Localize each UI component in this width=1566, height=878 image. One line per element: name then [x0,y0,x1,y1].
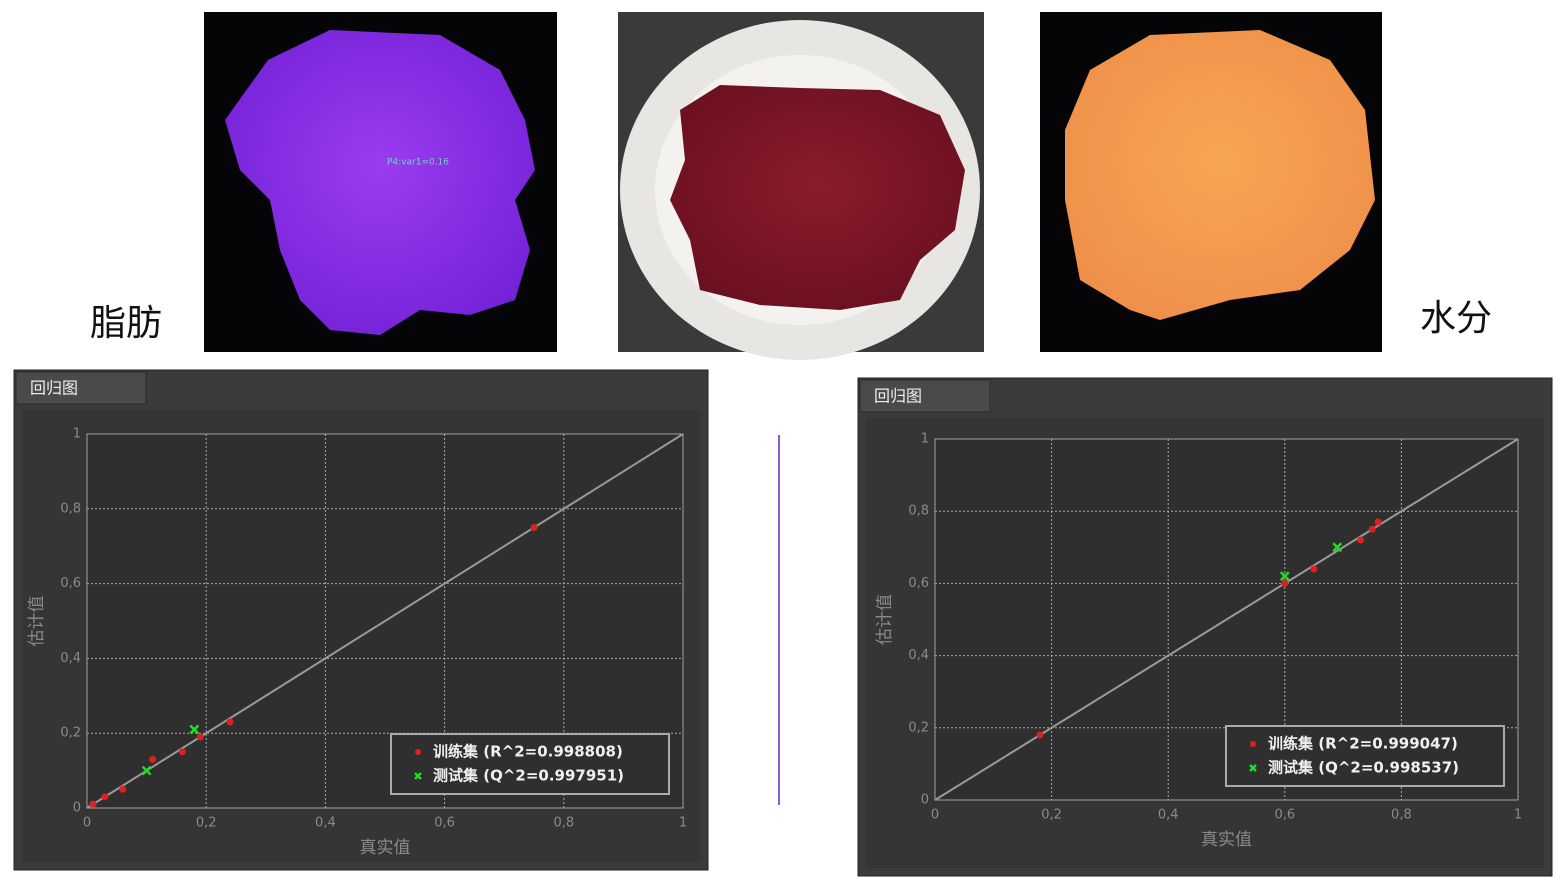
y-tick-label: 0,2 [60,726,81,741]
train-point [1036,731,1044,739]
x-tick-label: 0,2 [1041,808,1062,823]
y-tick-label: 0,2 [908,720,929,735]
y-axis-label: 估计值 [27,596,47,647]
train-point [101,793,109,801]
test-point [1332,542,1343,553]
train-point [196,733,204,741]
y-tick-label: 0,8 [908,504,929,519]
y-tick-label: 0,4 [60,651,81,666]
legend-marker [414,772,422,780]
y-tick-label: 1 [921,432,929,447]
legend-marker [1249,764,1257,772]
y-tick-label: 0,6 [908,576,929,591]
meat [670,85,965,310]
tab-title: 回归图 [874,387,922,406]
legend-label: 训练集 (R^2=0.998808) [433,743,623,761]
train-point [149,755,157,763]
x-tick-label: 1 [679,816,687,831]
legend-marker [415,749,421,755]
legend [1225,725,1505,787]
tab-title: 回归图 [30,379,78,398]
x-tick-label: 0,8 [553,816,574,831]
legend-label: 测试集 (Q^2=0.998537) [1268,759,1459,777]
y-tick-label: 0,4 [908,648,929,663]
image-label: 水分 [1420,298,1492,339]
x-axis-label: 真实值 [1201,830,1252,850]
train-point [1374,518,1382,526]
test-point [1279,571,1290,582]
train-point [1281,579,1289,587]
tab [859,379,991,413]
train-point [119,785,127,793]
train-point [226,718,234,726]
image-label: 脂肪 [90,303,162,344]
train-point [89,800,97,808]
train-point [178,748,186,756]
identity-line [934,438,1519,801]
test-point [141,765,152,776]
y-tick-label: 1 [73,427,81,442]
y-tick-label: 0 [73,801,81,816]
x-tick-label: 0,8 [1391,808,1412,823]
x-tick-label: 0,4 [1158,808,1179,823]
y-axis-label: 估计值 [875,594,895,645]
x-tick-label: 1 [1514,808,1522,823]
train-point [530,524,538,531]
water-map [1065,30,1375,320]
test-point [189,724,200,735]
y-tick-label: 0,8 [60,501,81,516]
x-axis-label: 真实值 [360,838,411,858]
legend-label: 训练集 (R^2=0.999047) [1268,735,1458,753]
train-point [1368,525,1376,533]
x-tick-label: 0,6 [434,816,455,831]
train-point [1310,565,1318,573]
x-tick-label: 0 [83,816,91,831]
image-annotation: P4:var1=0.16 [387,158,449,168]
train-point [1357,536,1365,544]
x-tick-label: 0,6 [1274,808,1295,823]
legend-label: 测试集 (Q^2=0.997951) [433,767,624,785]
legend [390,733,670,795]
y-tick-label: 0,6 [60,576,81,591]
identity-line [86,433,684,809]
y-tick-label: 0 [921,793,929,808]
tab [15,371,147,405]
x-tick-label: 0,2 [196,816,217,831]
x-tick-label: 0,4 [315,816,336,831]
legend-marker [1250,741,1256,747]
fat-map [225,30,535,335]
x-tick-label: 0 [931,808,939,823]
